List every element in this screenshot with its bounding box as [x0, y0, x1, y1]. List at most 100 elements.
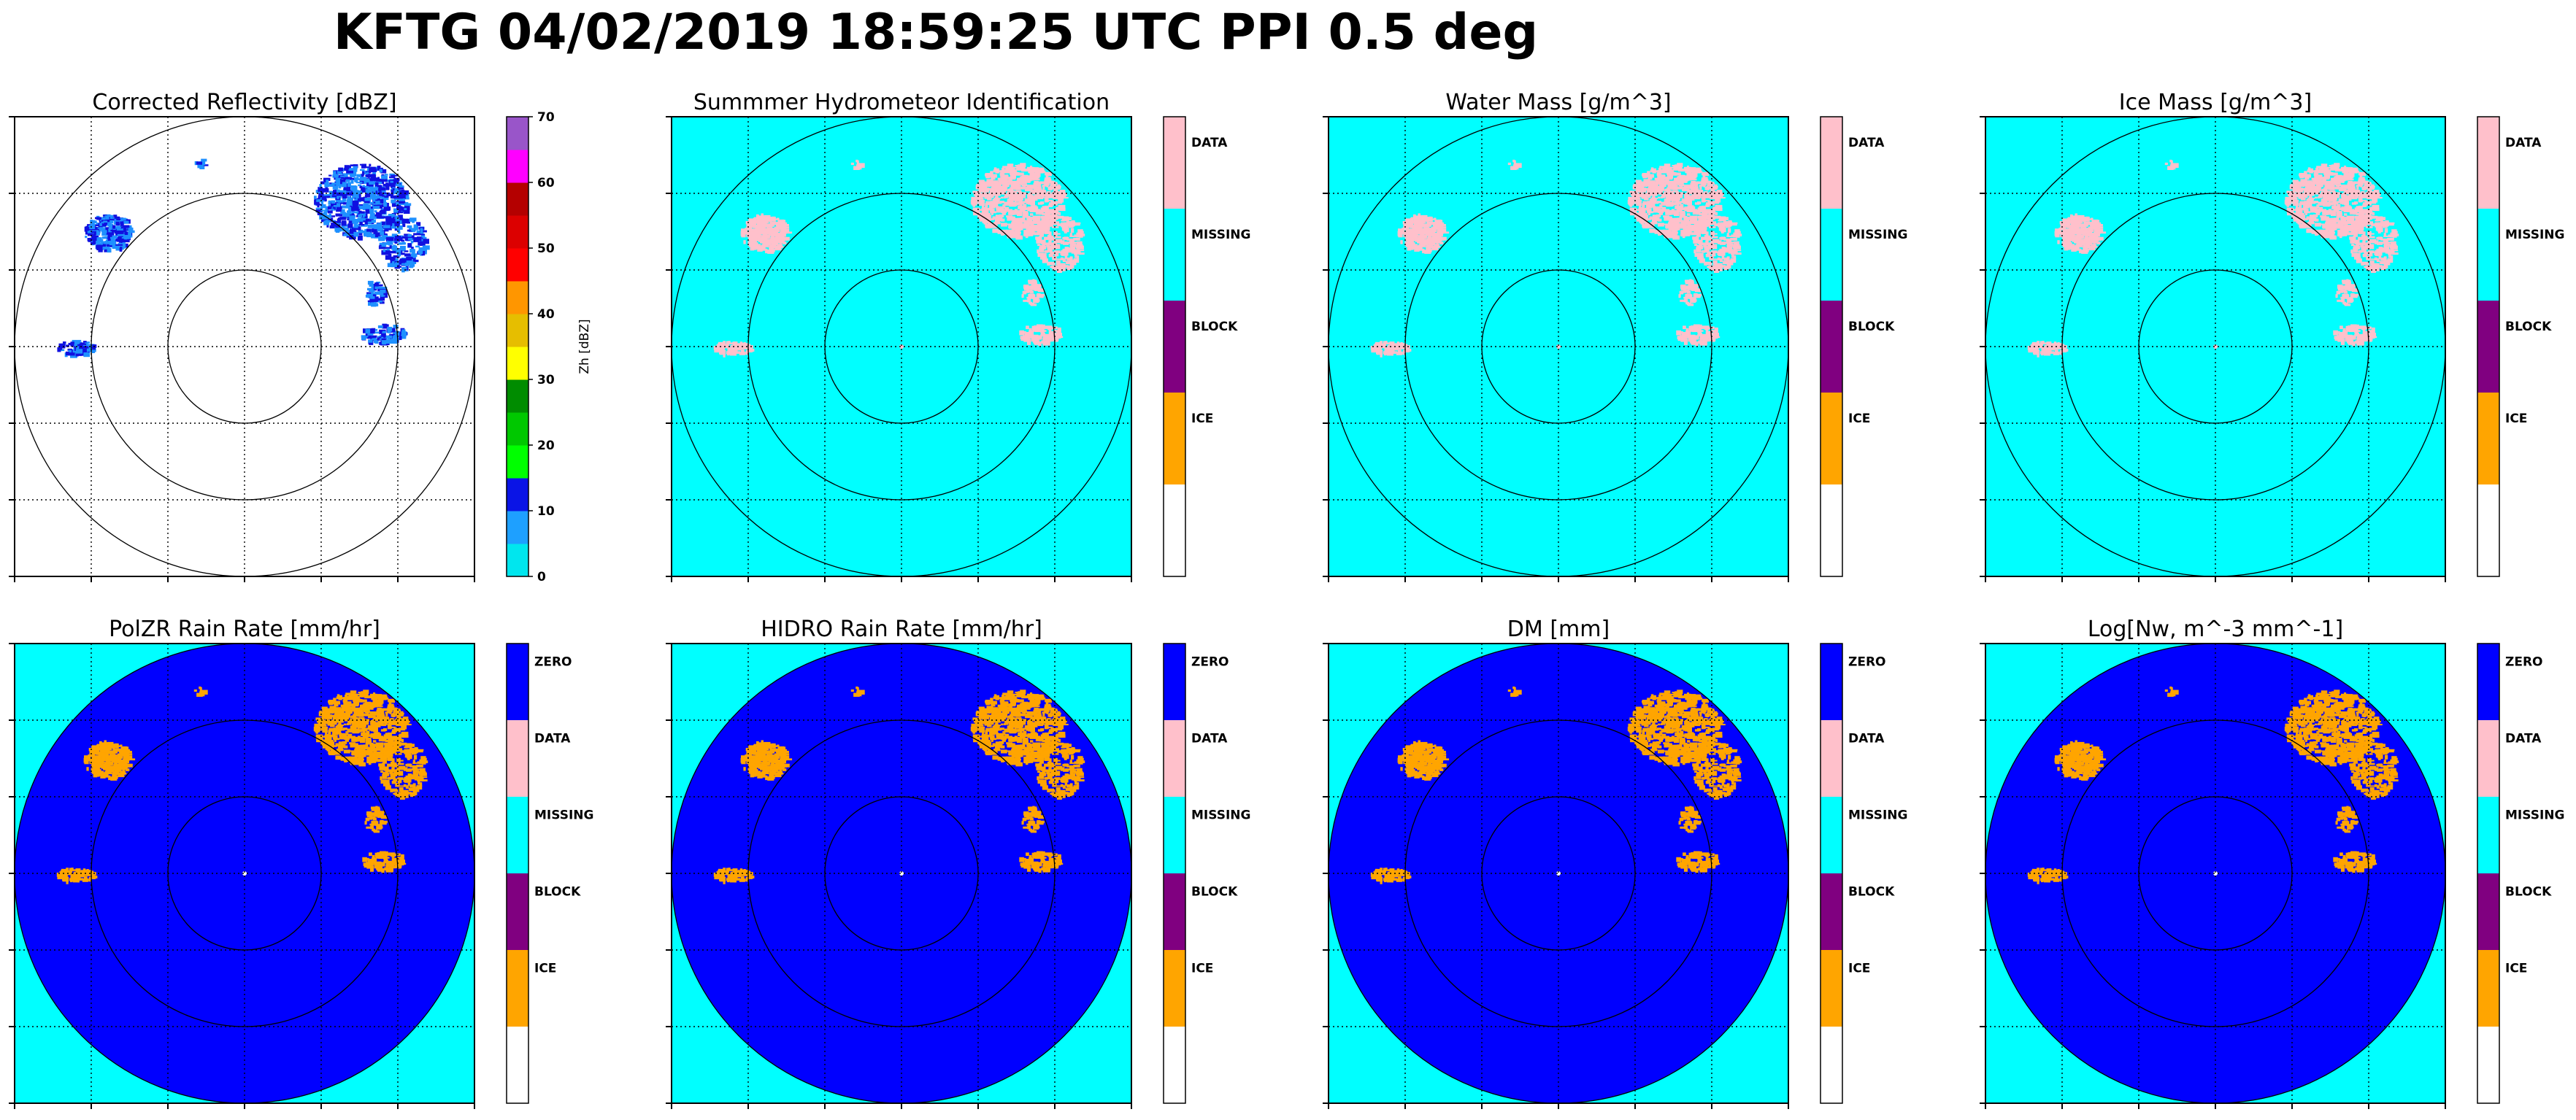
- echo-pixel: [2364, 217, 2367, 222]
- echo-pixel: [2336, 210, 2340, 216]
- echo-pixel: [1059, 240, 1065, 244]
- echo-pixel: [1058, 207, 1066, 212]
- echo-pixel: [404, 233, 410, 236]
- echo-pixel: [371, 290, 374, 296]
- echo-pixel: [1034, 194, 1039, 199]
- echo-pixel: [2290, 209, 2293, 212]
- echo-pixel: [2369, 232, 2372, 237]
- echo-pixel: [372, 228, 378, 233]
- echo-pixel: [989, 218, 994, 220]
- echo-pixel: [2362, 240, 2366, 246]
- echo-pixel: [1434, 217, 1437, 220]
- echo-pixel: [2321, 234, 2325, 236]
- echo-pixel: [1058, 204, 1066, 208]
- radar-echoes: [57, 158, 430, 358]
- echo-pixel: [354, 178, 357, 182]
- echo-pixel: [1635, 179, 1642, 182]
- echo-pixel: [1018, 223, 1025, 228]
- echo-pixel: [2334, 201, 2341, 204]
- echo-pixel: [2341, 228, 2347, 233]
- echo-pixel: [367, 224, 374, 228]
- echo-pixel: [2351, 167, 2358, 173]
- echo-pixel: [350, 226, 357, 229]
- echo-pixel: [107, 219, 115, 221]
- echo-pixel: [2367, 239, 2371, 243]
- echo-pixel: [2293, 182, 2298, 187]
- echo-pixel: [974, 193, 983, 196]
- echo-pixel: [2316, 204, 2320, 206]
- echo-pixel: [417, 236, 422, 242]
- echo-pixel: [1734, 229, 1740, 233]
- echo-pixel: [1033, 185, 1038, 189]
- echo-pixel: [380, 208, 386, 210]
- echo-pixel: [398, 209, 401, 212]
- echo-pixel: [2359, 213, 2365, 217]
- echo-pixel: [1026, 207, 1031, 210]
- echo-pixel: [2309, 215, 2315, 219]
- echo-pixel: [1035, 212, 1042, 215]
- echo-pixel: [979, 182, 984, 187]
- echo-pixel: [1021, 179, 1026, 185]
- echo-pixel: [1060, 252, 1064, 255]
- echo-pixel: [2372, 198, 2378, 203]
- echo-pixel: [1683, 325, 1686, 330]
- echo-pixel: [1666, 204, 1673, 207]
- echo-pixel: [1015, 193, 1020, 196]
- echo-pixel: [2349, 212, 2356, 215]
- colorbar-category-label: MISSING: [1191, 228, 1250, 242]
- echo-pixel: [1065, 228, 1069, 233]
- echo-pixel: [2318, 206, 2323, 209]
- echo-pixel: [2377, 216, 2383, 219]
- echo-pixel: [1706, 193, 1710, 197]
- echo-pixel: [1658, 179, 1665, 184]
- echo-pixel: [1726, 238, 1731, 244]
- echo-pixel: [756, 219, 764, 223]
- echo-pixel: [2331, 177, 2336, 183]
- echo-pixel: [2320, 223, 2326, 225]
- echo-pixel: [1040, 181, 1047, 185]
- echo-pixel: [1048, 202, 1053, 207]
- echo-pixel: [2348, 171, 2355, 176]
- echo-pixel: [756, 236, 761, 239]
- echo-pixel: [1012, 228, 1017, 231]
- echo-pixel: [2306, 228, 2312, 233]
- echo-pixel: [1692, 212, 1699, 215]
- echo-pixel: [748, 218, 756, 223]
- echo-pixel: [2366, 267, 2372, 270]
- echo-pixel: [1651, 186, 1658, 191]
- echo-pixel: [1038, 194, 1044, 196]
- echo-pixel: [723, 341, 726, 346]
- echo-pixel: [2342, 220, 2348, 225]
- echo-pixel: [355, 166, 358, 169]
- echo-pixel: [1648, 224, 1655, 226]
- echo-pixel: [992, 216, 996, 220]
- echo-pixel: [1045, 250, 1050, 253]
- echo-pixel: [2321, 230, 2329, 233]
- echo-pixel: [719, 349, 723, 355]
- echo-pixel: [1644, 197, 1649, 201]
- echo-pixel: [777, 236, 785, 240]
- echo-pixel: [1710, 186, 1718, 190]
- echo-pixel: [751, 228, 758, 233]
- echo-pixel: [1665, 177, 1669, 182]
- echo-pixel: [382, 196, 389, 198]
- echo-pixel: [1055, 252, 1058, 255]
- echo-pixel: [123, 220, 129, 224]
- echo-pixel: [1683, 296, 1688, 299]
- echo-pixel: [1022, 192, 1027, 195]
- echo-pixel: [774, 218, 777, 220]
- echo-pixel: [1056, 233, 1061, 235]
- echo-pixel: [110, 237, 114, 242]
- echo-pixel: [1044, 228, 1050, 231]
- echo-pixel: [379, 341, 383, 345]
- echo-pixel: [373, 231, 377, 234]
- echo-pixel: [320, 181, 327, 185]
- echo-pixel: [376, 300, 382, 303]
- echo-pixel: [1699, 340, 1707, 346]
- echo-pixel: [98, 247, 103, 252]
- echo-pixel: [1008, 211, 1015, 215]
- echo-pixel: [1649, 228, 1656, 233]
- echo-pixel: [756, 225, 761, 230]
- echo-pixel: [1383, 341, 1386, 346]
- echo-pixel: [329, 182, 333, 185]
